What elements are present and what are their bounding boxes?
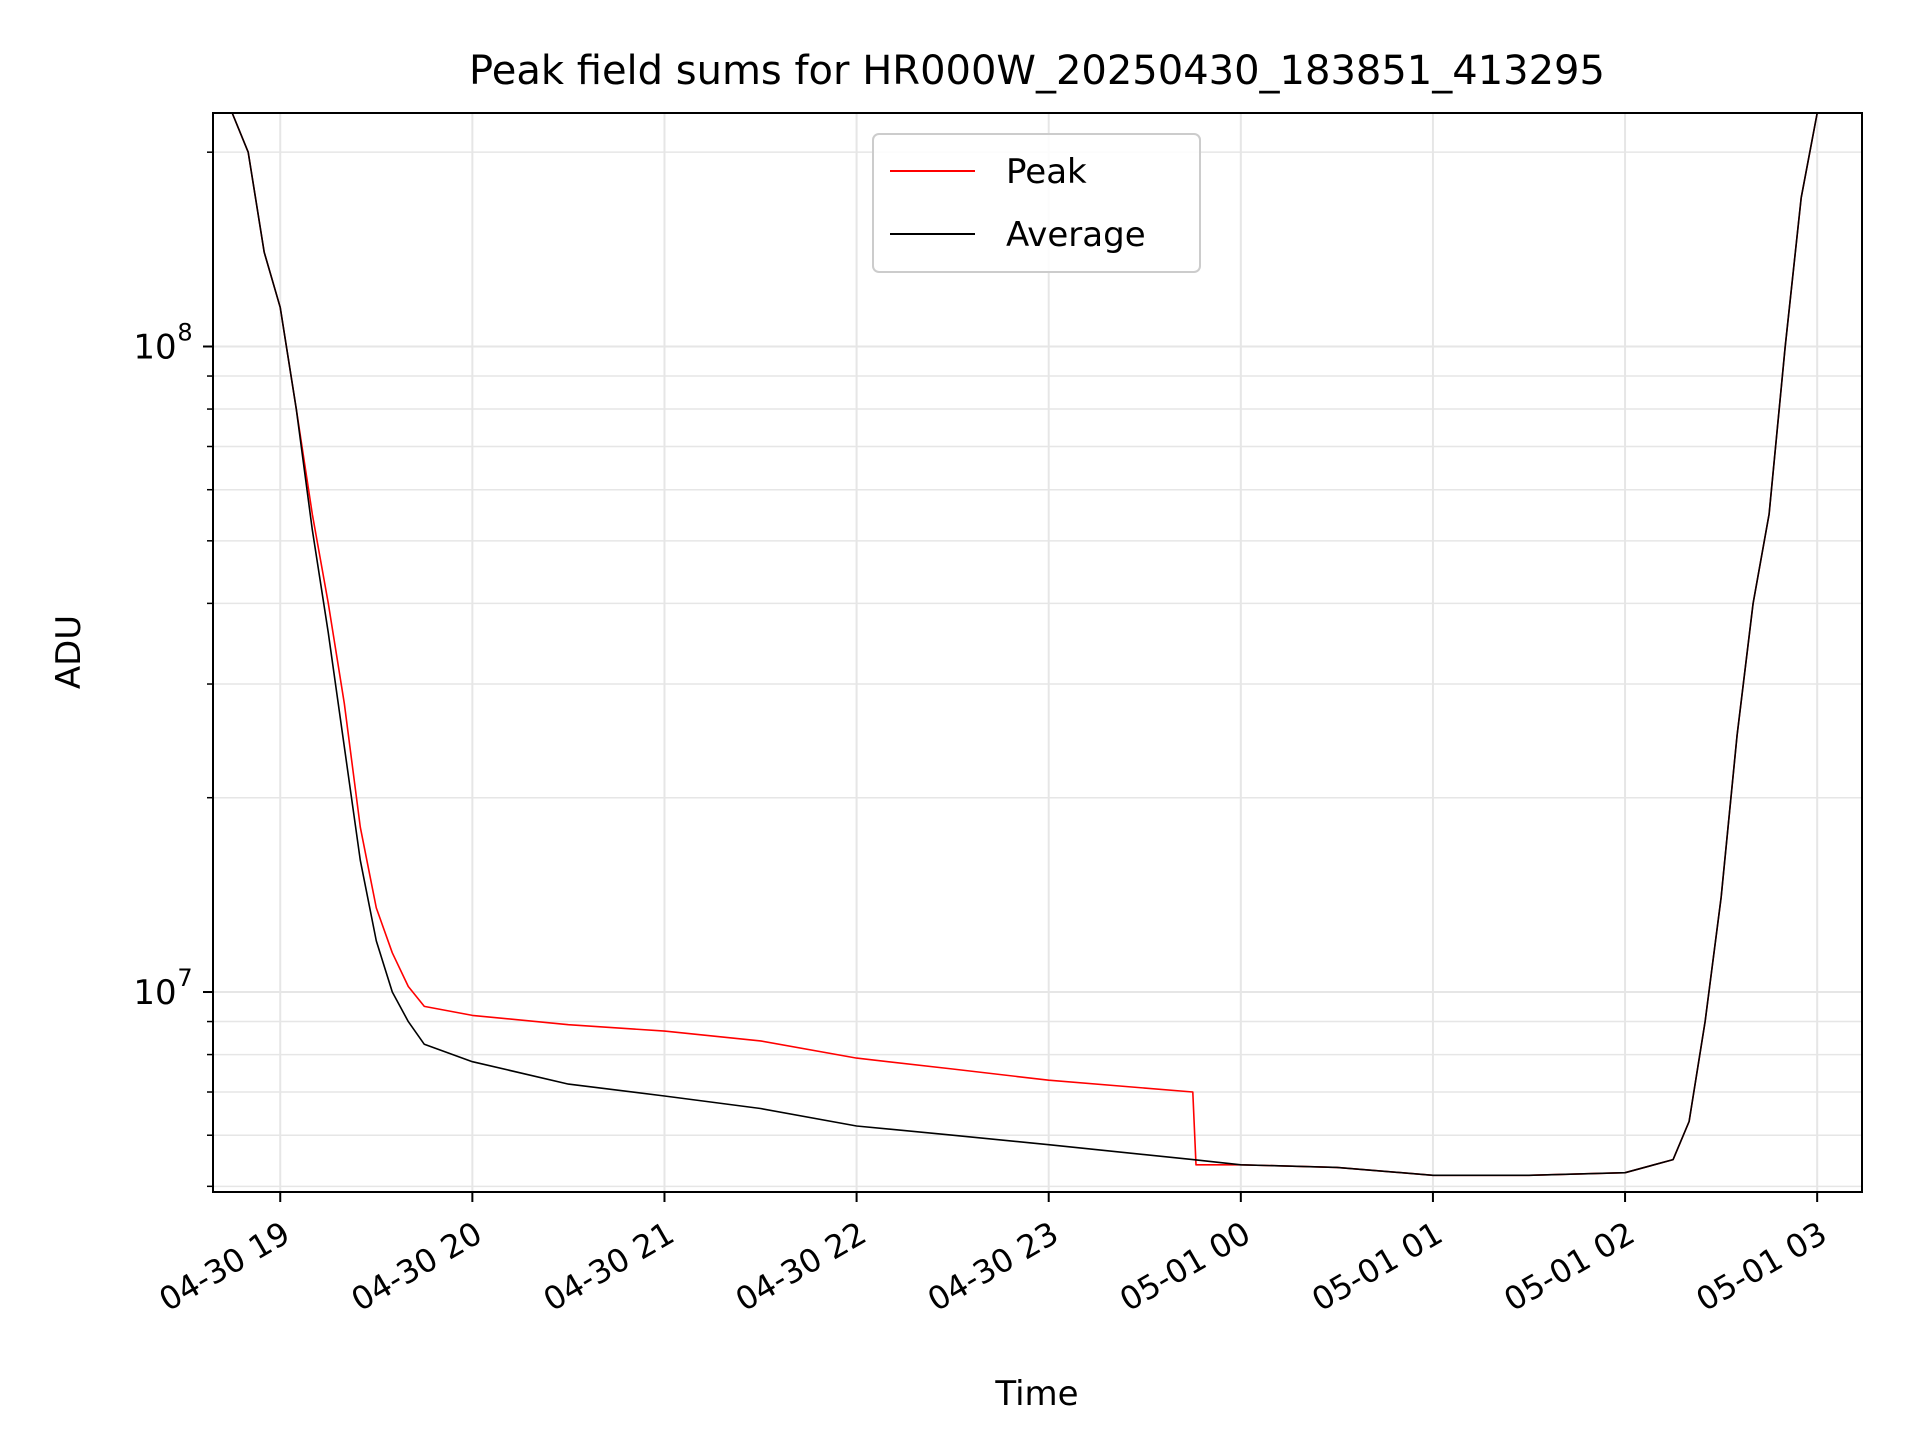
y-tick-exponent: 7 xyxy=(177,964,192,992)
y-tick-exponent: 8 xyxy=(177,319,192,347)
legend-average-label: Average xyxy=(1006,215,1146,255)
grid xyxy=(213,113,1862,1192)
legend: Peak Average xyxy=(872,133,1201,273)
series-layer xyxy=(231,112,1818,1177)
legend-peak-label: Peak xyxy=(1006,152,1087,192)
y-tick-label: 10 xyxy=(133,973,176,1013)
series-line-average xyxy=(231,112,1818,1177)
y-tick-label: 10 xyxy=(133,328,176,368)
chart-title: Peak field sums for HR000W_20250430_1838… xyxy=(469,48,1605,94)
plot-frame xyxy=(212,112,1863,1193)
x-axis-label: Time xyxy=(994,1374,1078,1414)
legend-frame xyxy=(872,133,1201,273)
y-axis-label: ADU xyxy=(49,615,89,689)
